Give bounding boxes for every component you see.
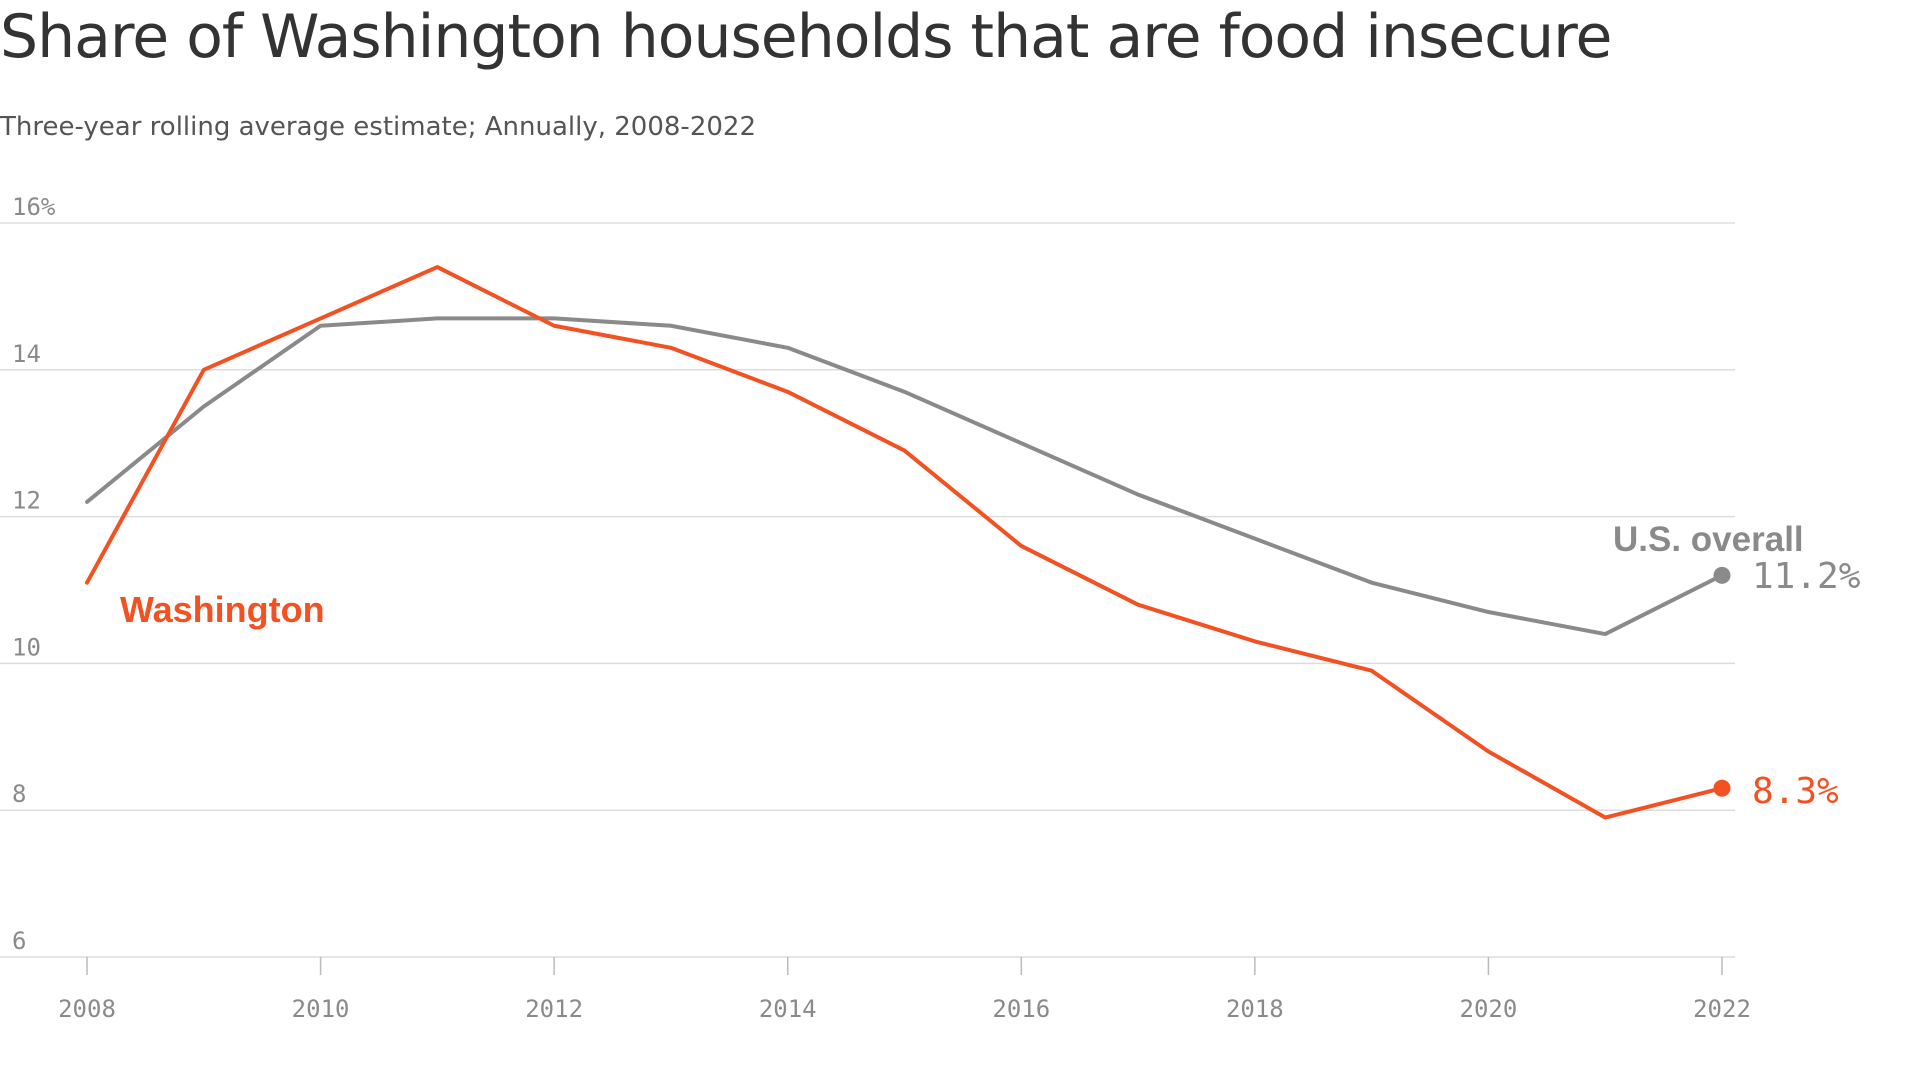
x-tick-label-2016: 2016: [992, 995, 1050, 1023]
end-point-washington: [1713, 779, 1731, 797]
series-label-washington: Washington: [120, 589, 325, 630]
x-tick-label-2008: 2008: [58, 995, 116, 1023]
y-tick-label-12: 12: [12, 487, 41, 515]
end-value-us-overall: 11.2%: [1752, 556, 1861, 597]
y-tick-label-16: 16%: [12, 193, 56, 221]
x-tick-label-2018: 2018: [1226, 995, 1284, 1023]
chart-title: Share of Washington households that are …: [0, 2, 1612, 72]
chart-subtitle: Three-year rolling average estimate; Ann…: [0, 112, 756, 142]
y-tick-label-6: 6: [12, 927, 26, 955]
y-tick-label-8: 8: [12, 780, 26, 808]
x-axis: 2008 2010 2012 2014 2016 2018 2020 2022: [58, 957, 1751, 1023]
end-point-us-overall: [1713, 566, 1731, 584]
x-tick-label-2012: 2012: [525, 995, 583, 1023]
series-lines: [85, 265, 1731, 820]
series-line-us-overall: [85, 316, 1724, 637]
y-tick-label-14: 14: [12, 340, 41, 368]
x-tick-label-2010: 2010: [292, 995, 350, 1023]
y-axis: 6 8 10 12 14 16%: [12, 193, 56, 955]
y-tick-label-10: 10: [12, 633, 41, 661]
series-labels: Washington U.S. overall 8.3% 11.2%: [120, 520, 1861, 812]
x-tick-label-2020: 2020: [1460, 995, 1518, 1023]
series-label-us-overall: U.S. overall: [1613, 520, 1804, 559]
x-tick-label-2014: 2014: [759, 995, 817, 1023]
x-tick-label-2022: 2022: [1693, 995, 1751, 1023]
end-value-washington: 8.3%: [1752, 771, 1839, 812]
gridlines: [0, 222, 1735, 958]
series-line-washington: [85, 265, 1724, 820]
